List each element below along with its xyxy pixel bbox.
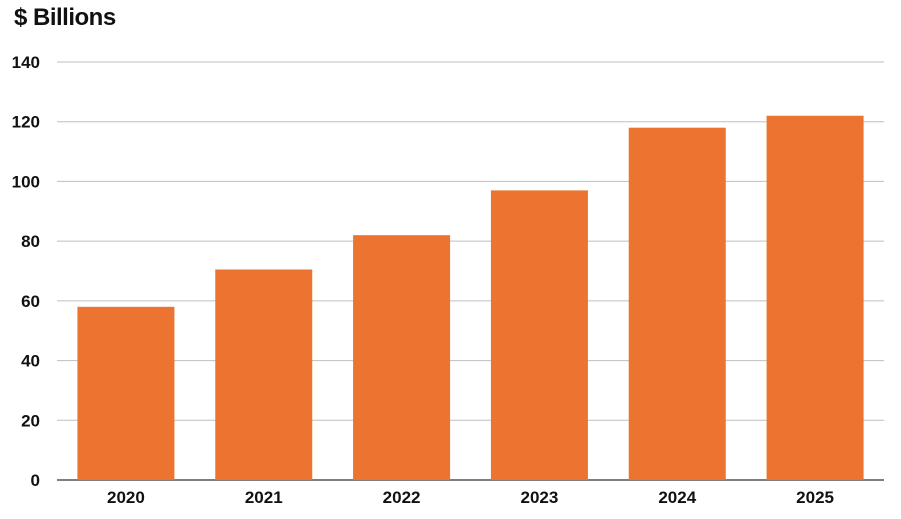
x-tick-label: 2021: [245, 488, 283, 507]
y-tick-label: 0: [31, 471, 40, 490]
bar: [766, 115, 864, 480]
x-tick-labels: 2020 2021 2022 2023 2024 2025: [107, 488, 834, 507]
bar: [215, 269, 313, 480]
x-tick-label: 2023: [521, 488, 559, 507]
bar: [628, 127, 726, 480]
y-tick-label: 120: [12, 113, 40, 132]
x-tick-label: 2024: [658, 488, 696, 507]
x-tick-label: 2020: [107, 488, 145, 507]
y-tick-labels: 0 20 40 60 80 100 120 140: [12, 53, 40, 490]
y-tick-label: 100: [12, 172, 40, 191]
y-tick-label: 140: [12, 53, 40, 72]
x-tick-label: 2022: [383, 488, 421, 507]
y-tick-label: 80: [21, 232, 40, 251]
bars: [77, 115, 864, 480]
y-tick-label: 40: [21, 352, 40, 371]
y-tick-label: 20: [21, 411, 40, 430]
bar: [353, 235, 451, 480]
gridlines: [57, 61, 884, 481]
bar: [490, 190, 588, 480]
x-tick-label: 2025: [796, 488, 834, 507]
y-tick-label: 60: [21, 292, 40, 311]
bar: [77, 306, 175, 480]
y-axis-unit-label: $ Billions: [14, 4, 116, 31]
